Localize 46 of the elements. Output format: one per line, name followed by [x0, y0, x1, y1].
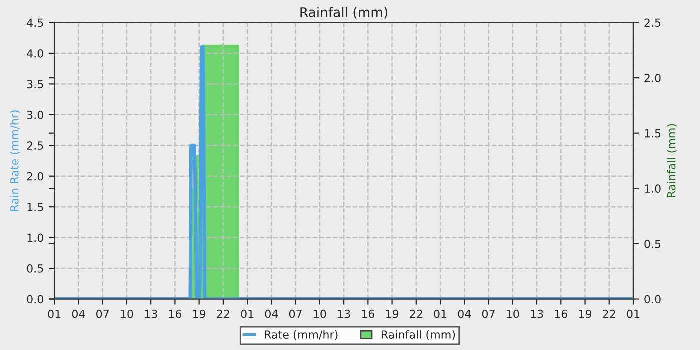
- legend-label: Rainfall (mm): [382, 330, 456, 340]
- x-tick-label: 01: [627, 310, 640, 318]
- x-tick-label: 16: [362, 310, 375, 318]
- x-tick-label: 13: [338, 310, 350, 318]
- y-tick-label: 2.5: [27, 142, 44, 150]
- x-tick-label: 04: [72, 310, 86, 318]
- x-tick-label: 07: [96, 310, 109, 318]
- y-tick-label: 0.5: [27, 264, 44, 273]
- x-tick-label: 13: [145, 310, 158, 318]
- y2-tick-label: 1.0: [645, 184, 661, 194]
- y-tick-label: 4.5: [27, 18, 44, 28]
- x-tick-label: 07: [482, 310, 495, 318]
- y2-tick-label: 2.0: [644, 74, 661, 82]
- x-tick-label: 04: [458, 310, 472, 318]
- x-tick-label: 22: [217, 310, 230, 318]
- x-tick-label: 16: [555, 310, 568, 318]
- y2-tick-label: 0.5: [644, 240, 661, 248]
- x-tick-label: 19: [386, 310, 399, 318]
- x-tick-label: 10: [121, 310, 134, 318]
- y2-tick-label: 0.0: [644, 295, 661, 304]
- y-tick-label: 3.5: [27, 80, 44, 89]
- x-tick-label: 19: [579, 310, 592, 318]
- x-tick-label: 19: [193, 310, 206, 318]
- y2-axis-title: Rainfall (mm): [667, 124, 678, 198]
- x-tick-label: 10: [314, 310, 326, 318]
- x-tick-label: 22: [410, 310, 422, 318]
- x-tick-label: 16: [169, 310, 182, 318]
- y-tick-label: 1.0: [28, 234, 44, 242]
- y-tick-label: 2.0: [27, 172, 44, 181]
- y-tick-label: 1.5: [28, 203, 44, 212]
- y-axis-title: Rain Rate (mm/hr): [10, 110, 20, 212]
- x-tick-label: 01: [241, 310, 254, 318]
- x-tick-label: 01: [434, 310, 447, 318]
- y-tick-label: 3.0: [27, 110, 44, 120]
- legend-label: Rate (mm/hr): [265, 330, 338, 340]
- x-tick-label: 10: [507, 310, 520, 318]
- chart-title: Rainfall (mm): [300, 7, 388, 19]
- y2-tick-label: 2.5: [644, 18, 661, 28]
- x-tick-label: 01: [48, 310, 61, 318]
- y-tick-label: 0.0: [27, 295, 44, 304]
- x-tick-label: 04: [265, 310, 278, 318]
- x-tick-label: 22: [603, 310, 616, 318]
- y-tick-label: 4.0: [27, 49, 44, 58]
- x-tick-label: 13: [531, 310, 544, 318]
- x-tick-label: 07: [289, 310, 302, 318]
- y2-tick-label: 1.5: [645, 129, 661, 138]
